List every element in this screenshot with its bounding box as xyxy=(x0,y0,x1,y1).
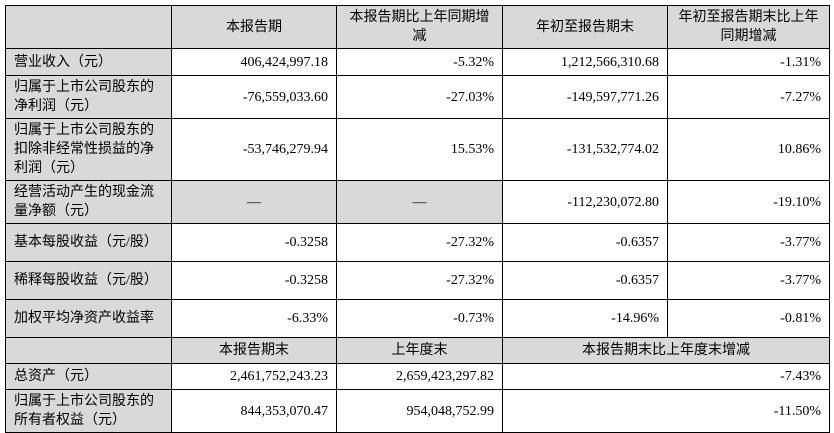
row-label-operating-cash-flow: 经营活动产生的现金流量净额（元） xyxy=(5,180,172,224)
weighted-avg-roe-ytd: -14.96% xyxy=(502,299,668,338)
table-row-diluted-eps: 稀释每股收益（元/股） -0.3258 -27.32% -0.6357 -3.7… xyxy=(5,261,830,300)
row-label-owners-equity: 归属于上市公司股东的所有者权益（元） xyxy=(5,389,172,433)
weighted-avg-roe-ytd-yoy: -0.81% xyxy=(667,299,830,338)
basic-eps-yoy: -27.32% xyxy=(336,223,503,262)
net-profit-excl-yoy: 15.53% xyxy=(336,118,503,181)
header-current-period: 本报告期 xyxy=(171,5,337,49)
revenue-current: 406,424,997.18 xyxy=(171,48,337,76)
row-label-net-profit: 归属于上市公司股东的净利润（元） xyxy=(5,75,172,119)
table-row-net-profit-excl-nonrecurring: 归属于上市公司股东的扣除非经常性损益的净利润（元） -53,746,279.94… xyxy=(5,118,830,181)
table-row-operating-cash-flow: 经营活动产生的现金流量净额（元） — — -112,230,072.80 -19… xyxy=(5,180,830,224)
table-row-basic-eps: 基本每股收益（元/股） -0.3258 -27.32% -0.6357 -3.7… xyxy=(5,223,830,262)
revenue-yoy: -5.32% xyxy=(336,48,503,76)
table-row-weighted-avg-roe: 加权平均净资产收益率 -6.33% -0.73% -14.96% -0.81% xyxy=(5,299,830,338)
operating-cash-flow-current: — xyxy=(171,180,337,224)
basic-eps-current: -0.3258 xyxy=(171,223,337,262)
header2-blank-cell xyxy=(5,337,172,364)
row-label-weighted-avg-roe: 加权平均净资产收益率 xyxy=(5,299,172,338)
table-row-total-assets: 总资产（元） 2,461,752,243.23 2,659,423,297.82… xyxy=(5,363,830,390)
financial-summary-table: 本报告期 本报告期比上年同期增减 年初至报告期末 年初至报告期末比上年同期增减 … xyxy=(5,5,830,433)
row-label-diluted-eps: 稀释每股收益（元/股） xyxy=(5,261,172,300)
total-assets-prev-year-end: 2,659,423,297.82 xyxy=(336,363,503,390)
header-ytd: 年初至报告期末 xyxy=(502,5,668,49)
weighted-avg-roe-current: -6.33% xyxy=(171,299,337,338)
header-ytd-yoy: 年初至报告期末比上年同期增减 xyxy=(667,5,830,49)
total-assets-change: -7.43% xyxy=(502,363,830,390)
row-label-net-profit-excl: 归属于上市公司股东的扣除非经常性损益的净利润（元） xyxy=(5,118,172,181)
basic-eps-ytd-yoy: -3.77% xyxy=(667,223,830,262)
diluted-eps-current: -0.3258 xyxy=(171,261,337,300)
weighted-avg-roe-yoy: -0.73% xyxy=(336,299,503,338)
diluted-eps-yoy: -27.32% xyxy=(336,261,503,300)
row-label-total-assets: 总资产（元） xyxy=(5,363,172,390)
header-prev-year-end: 上年度末 xyxy=(336,337,503,364)
report-page: 本报告期 本报告期比上年同期增减 年初至报告期末 年初至报告期末比上年同期增减 … xyxy=(5,5,830,433)
operating-cash-flow-yoy: — xyxy=(336,180,503,224)
net-profit-yoy: -27.03% xyxy=(336,75,503,119)
table-header-period-row: 本报告期 本报告期比上年同期增减 年初至报告期末 年初至报告期末比上年同期增减 xyxy=(5,5,830,49)
table-row-revenue: 营业收入（元） 406,424,997.18 -5.32% 1,212,566,… xyxy=(5,48,830,76)
diluted-eps-ytd: -0.6357 xyxy=(502,261,668,300)
operating-cash-flow-ytd: -112,230,072.80 xyxy=(502,180,668,224)
table-row-net-profit: 归属于上市公司股东的净利润（元） -76,559,033.60 -27.03% … xyxy=(5,75,830,119)
net-profit-ytd: -149,597,771.26 xyxy=(502,75,668,119)
table-row-owners-equity: 归属于上市公司股东的所有者权益（元） 844,353,070.47 954,04… xyxy=(5,389,830,433)
header-current-period-yoy: 本报告期比上年同期增减 xyxy=(336,5,503,49)
row-label-basic-eps: 基本每股收益（元/股） xyxy=(5,223,172,262)
net-profit-current: -76,559,033.60 xyxy=(171,75,337,119)
diluted-eps-ytd-yoy: -3.77% xyxy=(667,261,830,300)
table-header-balance-row: 本报告期末 上年度末 本报告期末比上年度末增减 xyxy=(5,337,830,364)
total-assets-period-end: 2,461,752,243.23 xyxy=(171,363,337,390)
header-period-end-change: 本报告期末比上年度末增减 xyxy=(502,337,830,364)
net-profit-ytd-yoy: -7.27% xyxy=(667,75,830,119)
net-profit-excl-ytd-yoy: 10.86% xyxy=(667,118,830,181)
revenue-ytd: 1,212,566,310.68 xyxy=(502,48,668,76)
header-period-end: 本报告期末 xyxy=(171,337,337,364)
net-profit-excl-current: -53,746,279.94 xyxy=(171,118,337,181)
net-profit-excl-ytd: -131,532,774.02 xyxy=(502,118,668,181)
revenue-ytd-yoy: -1.31% xyxy=(667,48,830,76)
owners-equity-change: -11.50% xyxy=(502,389,830,433)
row-label-revenue: 营业收入（元） xyxy=(5,48,172,76)
header-blank-cell xyxy=(5,5,172,49)
basic-eps-ytd: -0.6357 xyxy=(502,223,668,262)
owners-equity-prev-year-end: 954,048,752.99 xyxy=(336,389,503,433)
owners-equity-period-end: 844,353,070.47 xyxy=(171,389,337,433)
operating-cash-flow-ytd-yoy: -19.10% xyxy=(667,180,830,224)
